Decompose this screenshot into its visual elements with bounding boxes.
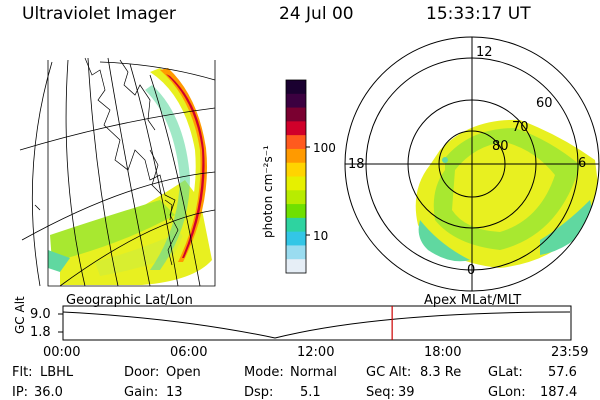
- colorbar-stripe: [286, 107, 306, 122]
- mode-value: Normal: [290, 365, 338, 380]
- flt-label: Flt:: [12, 365, 33, 380]
- colorbar-stripe: [286, 231, 306, 246]
- door-value: Open: [166, 365, 201, 380]
- glon-value: 187.4: [540, 385, 578, 400]
- gain-value: 13: [166, 385, 183, 400]
- date-label: 24 Jul 00: [279, 4, 354, 24]
- polar-lat-60: 60: [536, 96, 553, 111]
- altitude-x-tick: 06:00: [170, 345, 208, 360]
- colorbar-stripe: [286, 162, 306, 177]
- polar-mlt-6: 6: [578, 156, 587, 171]
- seq-value: 39: [398, 385, 415, 400]
- polar-mlt-18: 18: [348, 157, 365, 172]
- colorbar-stripe: [286, 245, 306, 260]
- altitude-x-tick: 23:59: [551, 345, 589, 360]
- door-label: Door:: [124, 365, 160, 380]
- ip-label: IP:: [12, 385, 29, 400]
- seq-label: Seq:: [366, 385, 395, 400]
- polar-lat-70: 70: [512, 120, 529, 135]
- altitude-x-tick: 00:00: [43, 345, 81, 360]
- altitude-y-top: 9.0: [30, 307, 51, 322]
- ip-value: 36.0: [34, 385, 63, 400]
- coastline: [84, 57, 179, 266]
- flt-value: LBHL: [40, 365, 74, 380]
- app-title: Ultraviolet Imager: [22, 4, 176, 24]
- mode-label: Mode:: [244, 365, 284, 380]
- colorbar-stripe: [286, 80, 306, 95]
- colorbar-tick-100: 100: [313, 141, 336, 155]
- polar-mlt-0: 0: [467, 263, 476, 278]
- colorbar-stripe: [286, 148, 306, 164]
- geo-panel-label: Geographic Lat/Lon: [66, 293, 193, 308]
- altitude-x-tick: 18:00: [424, 345, 462, 360]
- colorbar-stripe: [286, 121, 306, 136]
- polar-grid: [344, 36, 600, 292]
- altitude-x-tick: 12:00: [297, 345, 335, 360]
- geo-grid: [19, 57, 216, 287]
- glon-label: GLon:: [488, 385, 526, 400]
- gcalt-value: 8.3 Re: [420, 365, 462, 380]
- altitude-curve: [62, 311, 571, 339]
- colorbar-stripe: [286, 135, 306, 150]
- altitude-y-bottom: 1.8: [30, 325, 51, 340]
- colorbar-tick-10: 10: [313, 229, 329, 243]
- colorbar-stripe: [286, 190, 306, 205]
- gain-label: Gain:: [124, 385, 159, 400]
- altitude-ylabel: GC Alt: [13, 296, 27, 334]
- gcalt-label: GC Alt:: [366, 365, 412, 380]
- colorbar-stripe: [286, 93, 306, 109]
- colorbar-stripe: [286, 176, 306, 191]
- time-label: 15:33:17 UT: [426, 4, 531, 24]
- polar-mlt-12: 12: [476, 45, 493, 60]
- colorbar-stripe: [286, 217, 306, 233]
- dsp-value: 5.1: [300, 385, 321, 400]
- polar-panel-label: Apex MLat/MLT: [424, 293, 522, 308]
- glat-label: GLat:: [488, 365, 523, 380]
- dsp-label: Dsp:: [244, 385, 274, 400]
- glat-value: 57.6: [548, 365, 577, 380]
- polar-lat-80: 80: [492, 139, 509, 154]
- colorbar-stripe: [286, 259, 306, 274]
- colorbar-stripe: [286, 204, 306, 219]
